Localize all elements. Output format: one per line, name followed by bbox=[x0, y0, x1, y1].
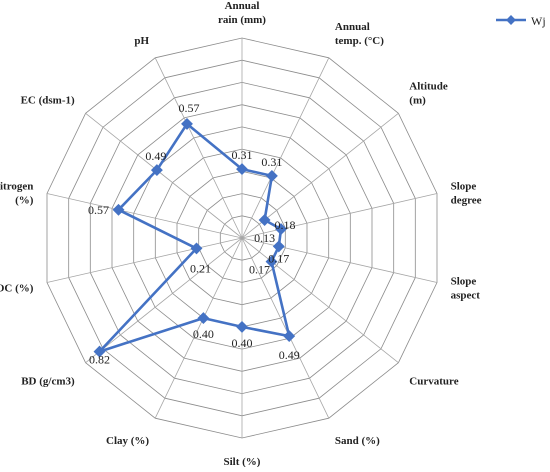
axis-label-9: BD (g/cm3) bbox=[21, 375, 75, 387]
axis-label-5: Curvature bbox=[409, 375, 458, 387]
data-label-11: 0.57 bbox=[88, 203, 109, 217]
axis-label-7: Silt (%) bbox=[224, 456, 261, 467]
data-label-4: 0.17 bbox=[268, 251, 289, 265]
axis-label-2: Altitude (m) bbox=[409, 81, 448, 107]
data-label-13: 0.57 bbox=[179, 101, 200, 115]
data-point-1 bbox=[265, 169, 278, 182]
grid-spoke bbox=[154, 57, 243, 239]
data-label-5: 0.17 bbox=[249, 263, 270, 277]
grid-spoke bbox=[154, 237, 243, 419]
axis-labels: Annual rain (mm) Annual temp. (°C) Altitude(… bbox=[0, 0, 482, 468]
data-label-8: 0.40 bbox=[193, 327, 214, 341]
data-label-2: 0.13 bbox=[254, 231, 275, 245]
axis-label-3: Slope degree bbox=[451, 180, 482, 206]
data-point-9 bbox=[93, 345, 106, 358]
data-label-6: 0.49 bbox=[279, 348, 300, 362]
axis-label-11: Nitrogen(%) bbox=[0, 180, 34, 206]
data-label-1: 0.31 bbox=[261, 155, 282, 169]
grid-spoke bbox=[46, 237, 243, 283]
axis-label-13: pH bbox=[134, 35, 149, 47]
data-point-10 bbox=[190, 242, 203, 255]
grid-spoke bbox=[85, 112, 243, 239]
axis-label-12: EC (dsm-1) bbox=[21, 95, 75, 107]
axis-label-8: Clay (%) bbox=[106, 435, 149, 447]
grid-spoke bbox=[241, 237, 399, 364]
grid-spoke bbox=[241, 112, 399, 239]
axis-label-4: Slope aspect bbox=[451, 276, 481, 302]
data-labels: 0.31 0.31 0.130.18 0.170.17 0.49 0.40 0.40 0.82… bbox=[88, 101, 300, 367]
data-label-3: 0.18 bbox=[275, 218, 296, 232]
radar-grid bbox=[46, 37, 438, 439]
legend-label-wj: Wj bbox=[531, 14, 546, 28]
data-label-9: 0.82 bbox=[89, 353, 110, 367]
legend-marker bbox=[506, 15, 516, 25]
data-label-7: 0.40 bbox=[232, 336, 253, 350]
grid-spoke bbox=[241, 193, 438, 239]
legend: Wj bbox=[496, 14, 546, 28]
grid-spoke bbox=[241, 237, 330, 419]
axis-label-6: Sand (%) bbox=[335, 435, 380, 447]
grid-spoke bbox=[241, 57, 330, 239]
grid-spoke bbox=[85, 237, 243, 364]
data-point-5 bbox=[265, 255, 278, 268]
data-label-12: 0.49 bbox=[145, 149, 166, 163]
data-label-0: 0.31 bbox=[232, 148, 253, 162]
data-point-2 bbox=[258, 214, 271, 226]
data-point-8 bbox=[197, 312, 210, 325]
axis-label-0: Annual rain (mm) bbox=[218, 0, 266, 26]
data-point-11 bbox=[112, 203, 125, 216]
data-point-7 bbox=[236, 320, 248, 333]
grid-spoke bbox=[46, 193, 243, 239]
data-label-10: 0.21 bbox=[190, 261, 211, 275]
axis-label-1: Annual temp. (°C) bbox=[335, 21, 384, 47]
axis-label-10: OC (%) bbox=[0, 283, 34, 295]
data-point-6 bbox=[283, 330, 296, 343]
